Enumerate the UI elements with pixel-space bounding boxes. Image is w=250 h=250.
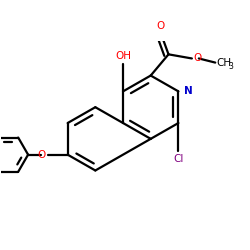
Text: O: O [194,54,202,64]
Text: O: O [156,21,164,31]
Text: N: N [184,86,193,97]
Text: 3: 3 [228,62,233,71]
Text: CH: CH [216,58,231,68]
Text: Cl: Cl [173,154,184,164]
Text: OH: OH [115,51,131,61]
Text: O: O [38,150,46,160]
